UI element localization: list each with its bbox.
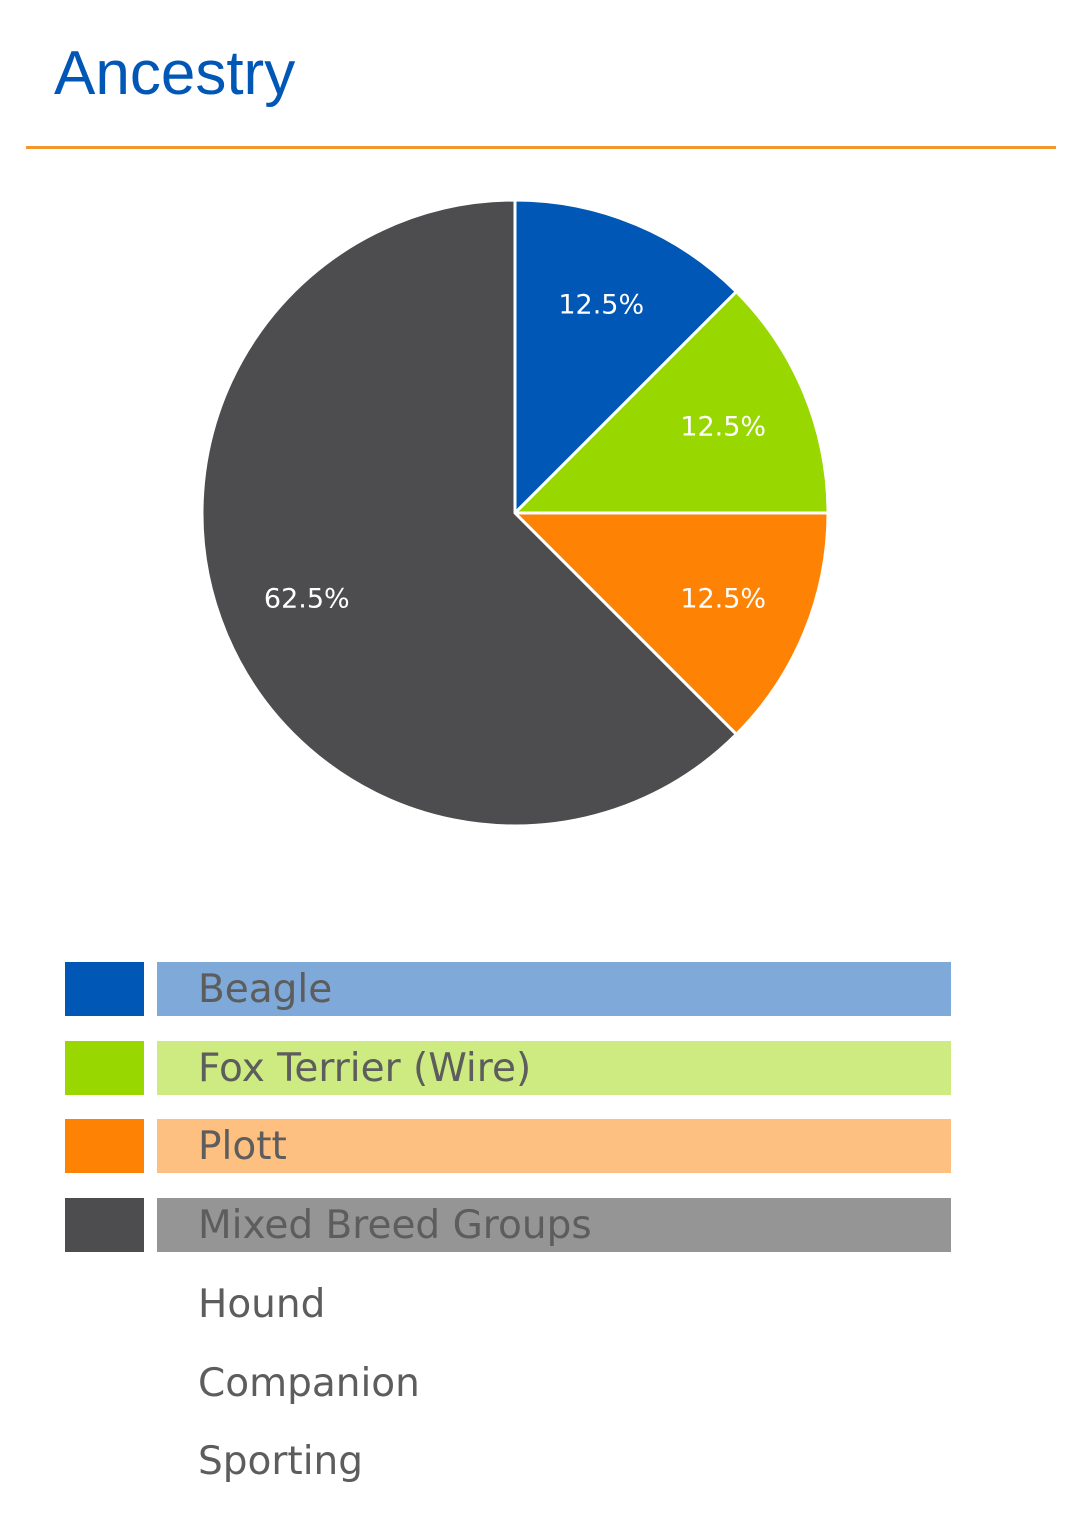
legend-swatch <box>65 962 144 1016</box>
pie-slice-mixed-breed-groups[interactable] <box>200 198 738 828</box>
pie-slice-label: 62.5% <box>264 584 350 615</box>
page-title: Ancestry <box>54 39 296 108</box>
legend-swatch <box>65 1119 144 1173</box>
title-divider <box>26 146 1056 149</box>
ancestry-pie-chart: 12.5% 12.5% 12.5% 62.5% <box>200 198 830 828</box>
legend-item[interactable]: Mixed Breed Groups <box>65 1197 951 1252</box>
legend-bar <box>157 962 951 1016</box>
breed-group-item: Companion <box>198 1360 420 1406</box>
legend-label: Mixed Breed Groups <box>198 1202 592 1248</box>
legend-bar <box>157 1119 951 1173</box>
legend-bar <box>157 1040 951 1095</box>
legend-swatch <box>65 1197 144 1252</box>
legend-item[interactable]: Plott <box>65 1119 951 1173</box>
pie-slice-label: 12.5% <box>680 411 766 442</box>
pie-slice-fox-terrier-wire[interactable] <box>513 290 830 515</box>
legend-item[interactable]: Beagle <box>65 962 951 1016</box>
pie-chart-svg: 12.5% 12.5% 12.5% 62.5% <box>200 198 830 828</box>
pie-slice-beagle[interactable] <box>513 198 738 515</box>
pie-slice-label: 12.5% <box>558 289 644 320</box>
legend-item[interactable]: Fox Terrier (Wire) <box>65 1040 951 1095</box>
pie-slice-plott[interactable] <box>513 511 830 736</box>
legend-bar <box>157 1197 951 1252</box>
legend-label: Fox Terrier (Wire) <box>198 1045 532 1091</box>
legend-label: Plott <box>198 1124 287 1169</box>
breed-group-item: Sporting <box>198 1439 364 1484</box>
legend-label: Beagle <box>198 967 333 1012</box>
breed-group-item: Hound <box>198 1282 326 1327</box>
pie-slice-label: 12.5% <box>680 584 766 615</box>
legend-swatch <box>65 1040 144 1095</box>
